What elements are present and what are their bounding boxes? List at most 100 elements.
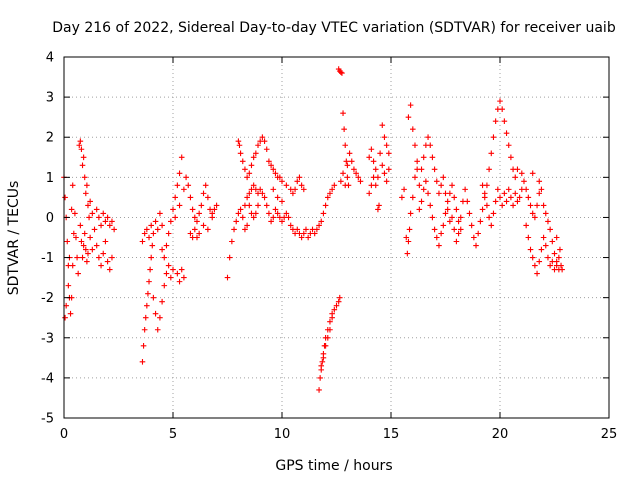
x-tick-label: 15 bbox=[383, 427, 400, 442]
data-point bbox=[98, 262, 104, 269]
data-point bbox=[79, 162, 86, 169]
data-point bbox=[343, 158, 350, 165]
data-point bbox=[244, 222, 250, 229]
data-point bbox=[237, 206, 244, 213]
data-point bbox=[501, 118, 508, 124]
data-point bbox=[202, 182, 209, 189]
data-point bbox=[475, 230, 481, 237]
data-point bbox=[91, 226, 98, 233]
data-point bbox=[165, 230, 172, 237]
data-point bbox=[497, 98, 503, 104]
data-point bbox=[490, 134, 497, 141]
data-point bbox=[545, 254, 551, 261]
data-point bbox=[425, 134, 431, 141]
data-point bbox=[246, 202, 253, 209]
data-point bbox=[532, 214, 538, 221]
data-point bbox=[141, 326, 148, 333]
data-point bbox=[486, 166, 492, 173]
data-point bbox=[418, 166, 425, 173]
data-point bbox=[557, 246, 563, 253]
data-point bbox=[270, 166, 277, 173]
data-point bbox=[192, 214, 198, 221]
y-tick-label: -3 bbox=[41, 331, 54, 346]
data-point bbox=[542, 242, 549, 249]
data-point bbox=[242, 166, 248, 173]
data-point bbox=[481, 190, 488, 197]
data-point bbox=[410, 194, 416, 201]
data-point bbox=[194, 234, 200, 241]
data-point bbox=[149, 242, 156, 249]
data-point bbox=[401, 186, 407, 193]
data-point bbox=[148, 254, 154, 261]
data-point bbox=[78, 146, 85, 153]
data-point bbox=[259, 190, 266, 197]
data-point bbox=[486, 214, 492, 221]
data-point bbox=[80, 242, 87, 249]
data-point bbox=[263, 146, 270, 153]
data-point bbox=[449, 182, 455, 189]
data-point bbox=[213, 202, 220, 209]
data-point bbox=[239, 214, 246, 221]
data-point bbox=[176, 202, 183, 209]
data-point bbox=[279, 218, 285, 225]
data-point bbox=[427, 202, 434, 209]
data-point bbox=[109, 218, 115, 225]
data-point bbox=[490, 210, 497, 217]
data-point bbox=[447, 218, 453, 225]
data-point bbox=[339, 70, 345, 76]
grid bbox=[64, 57, 609, 418]
data-point bbox=[451, 194, 458, 201]
data-point bbox=[406, 226, 413, 233]
data-point bbox=[405, 114, 412, 120]
data-point bbox=[165, 262, 172, 269]
data-point bbox=[181, 274, 187, 281]
data-point bbox=[77, 222, 84, 229]
data-point bbox=[78, 238, 85, 245]
data-point bbox=[512, 174, 519, 181]
data-point bbox=[76, 142, 83, 149]
data-point bbox=[250, 154, 257, 161]
data-point bbox=[331, 182, 338, 189]
data-point bbox=[268, 218, 274, 225]
data-point bbox=[338, 178, 344, 185]
data-point bbox=[139, 238, 146, 245]
data-point bbox=[244, 174, 250, 181]
data-point bbox=[283, 182, 290, 189]
data-point bbox=[479, 182, 486, 189]
data-point bbox=[521, 178, 527, 185]
data-point bbox=[529, 254, 536, 261]
data-point bbox=[259, 134, 266, 141]
data-point bbox=[255, 142, 261, 149]
data-point bbox=[536, 258, 543, 265]
data-point bbox=[62, 314, 68, 321]
data-point bbox=[538, 186, 545, 193]
data-point bbox=[322, 343, 329, 349]
data-point bbox=[159, 246, 165, 253]
data-point bbox=[106, 222, 113, 229]
data-point bbox=[551, 266, 558, 273]
data-point bbox=[333, 302, 340, 309]
data-point bbox=[516, 194, 523, 201]
data-point bbox=[83, 190, 89, 197]
data-point bbox=[466, 210, 473, 217]
data-point bbox=[370, 158, 377, 165]
data-point bbox=[268, 162, 274, 169]
data-point bbox=[447, 190, 453, 197]
data-point bbox=[80, 154, 87, 161]
data-point bbox=[235, 210, 242, 217]
data-point bbox=[383, 142, 390, 149]
data-point bbox=[431, 226, 438, 233]
data-point bbox=[329, 314, 335, 321]
x-axis-tick-labels: 0 5 10 15 20 25 bbox=[60, 427, 617, 442]
data-point bbox=[253, 150, 259, 157]
data-point bbox=[331, 306, 338, 313]
data-point bbox=[100, 210, 107, 217]
data-point bbox=[455, 230, 462, 237]
data-point bbox=[253, 210, 259, 217]
y-axis-tick-labels: -5 -4 -3 -2 -1 0 1 2 3 4 bbox=[41, 51, 54, 427]
data-point bbox=[77, 138, 84, 145]
data-point bbox=[429, 214, 436, 221]
data-point bbox=[414, 158, 420, 165]
data-point bbox=[261, 194, 268, 201]
